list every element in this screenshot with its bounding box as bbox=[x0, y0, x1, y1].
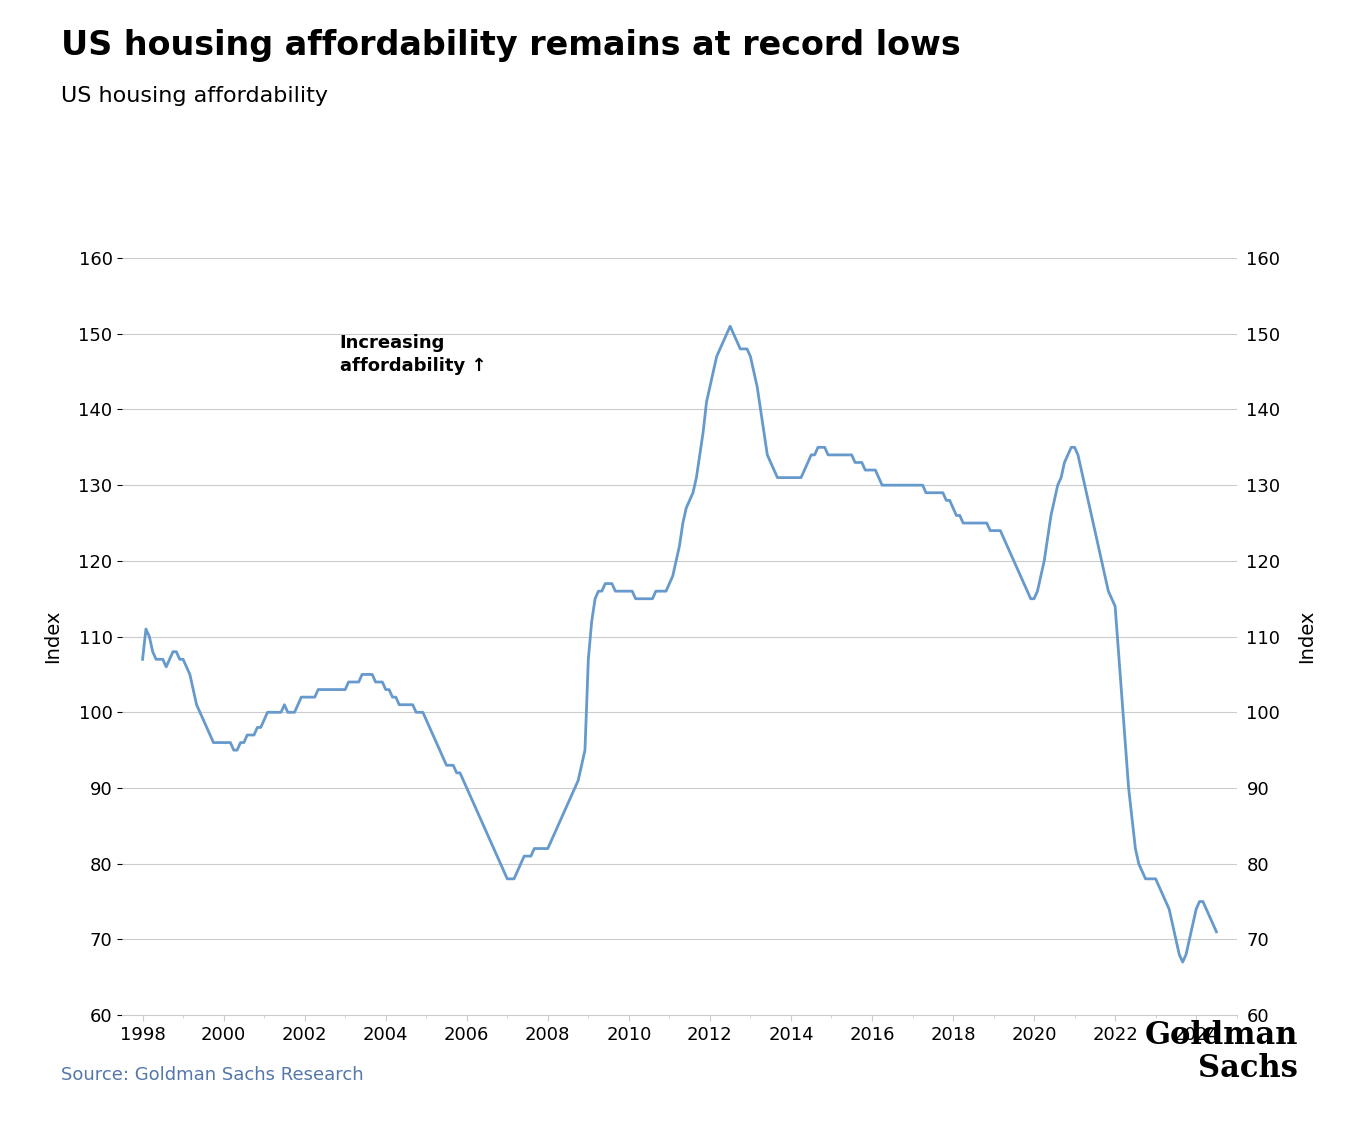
Text: Goldman
Sachs: Goldman Sachs bbox=[1144, 1020, 1298, 1084]
Y-axis label: Index: Index bbox=[1298, 610, 1317, 663]
Text: Increasing
affordability ↑: Increasing affordability ↑ bbox=[340, 334, 487, 375]
Text: Source: Goldman Sachs Research: Source: Goldman Sachs Research bbox=[61, 1066, 364, 1084]
Text: US housing affordability: US housing affordability bbox=[61, 86, 328, 106]
Text: US housing affordability remains at record lows: US housing affordability remains at reco… bbox=[61, 29, 961, 62]
Y-axis label: Index: Index bbox=[42, 610, 61, 663]
